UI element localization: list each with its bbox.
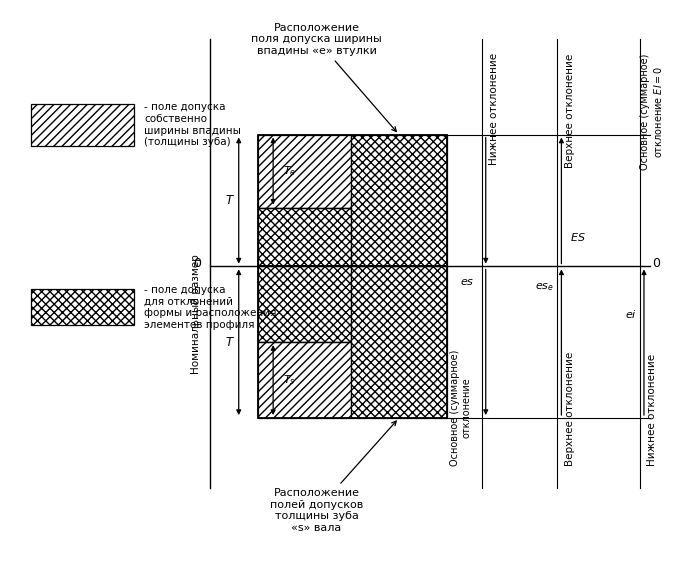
Text: Нижнее отклонение: Нижнее отклонение bbox=[647, 353, 657, 466]
Text: Верхнее отклонение: Верхнее отклонение bbox=[565, 351, 574, 466]
Text: $T_s$: $T_s$ bbox=[283, 373, 295, 387]
Bar bbox=[31, 289, 134, 325]
Bar bbox=[258, 135, 447, 266]
Bar bbox=[258, 266, 351, 342]
Text: $ei$: $ei$ bbox=[625, 308, 636, 320]
Text: Нижнее отклонение: Нижнее отклонение bbox=[489, 53, 499, 165]
Bar bbox=[258, 135, 351, 208]
Text: $ES$: $ES$ bbox=[570, 231, 585, 243]
Text: $T_e$: $T_e$ bbox=[283, 164, 296, 178]
Text: $T$: $T$ bbox=[225, 335, 235, 349]
Text: - поле допуска
для отклонений
формы и расположения
элементов профиля: - поле допуска для отклонений формы и ра… bbox=[144, 285, 277, 329]
Text: 0: 0 bbox=[652, 257, 660, 270]
Text: $es$: $es$ bbox=[460, 277, 475, 287]
Text: $T$: $T$ bbox=[225, 194, 235, 207]
Text: Основное (суммарное)
отклонение: Основное (суммарное) отклонение bbox=[450, 350, 472, 466]
Text: Верхнее отклонение: Верхнее отклонение bbox=[565, 53, 574, 168]
Bar bbox=[351, 266, 447, 418]
Bar bbox=[258, 208, 351, 266]
Bar bbox=[258, 266, 447, 418]
Text: - поле допуска
собственно
ширины впадины
(толщины зуба): - поле допуска собственно ширины впадины… bbox=[144, 103, 241, 147]
Text: $es_e$: $es_e$ bbox=[535, 282, 554, 293]
Text: Расположение
поля допуска ширины
впадины «е» втулки: Расположение поля допуска ширины впадины… bbox=[251, 23, 396, 131]
Text: Номинальный размер: Номинальный размер bbox=[191, 254, 201, 374]
Bar bbox=[351, 135, 447, 266]
Bar bbox=[258, 342, 351, 418]
Text: 0: 0 bbox=[193, 257, 202, 270]
Text: Расположение
полей допусков
толщины зуба
«s» вала: Расположение полей допусков толщины зуба… bbox=[270, 421, 396, 533]
Bar bbox=[31, 104, 134, 146]
Text: Основное (суммарное)
отклонение $EI = 0$: Основное (суммарное) отклонение $EI = 0$ bbox=[641, 53, 664, 169]
